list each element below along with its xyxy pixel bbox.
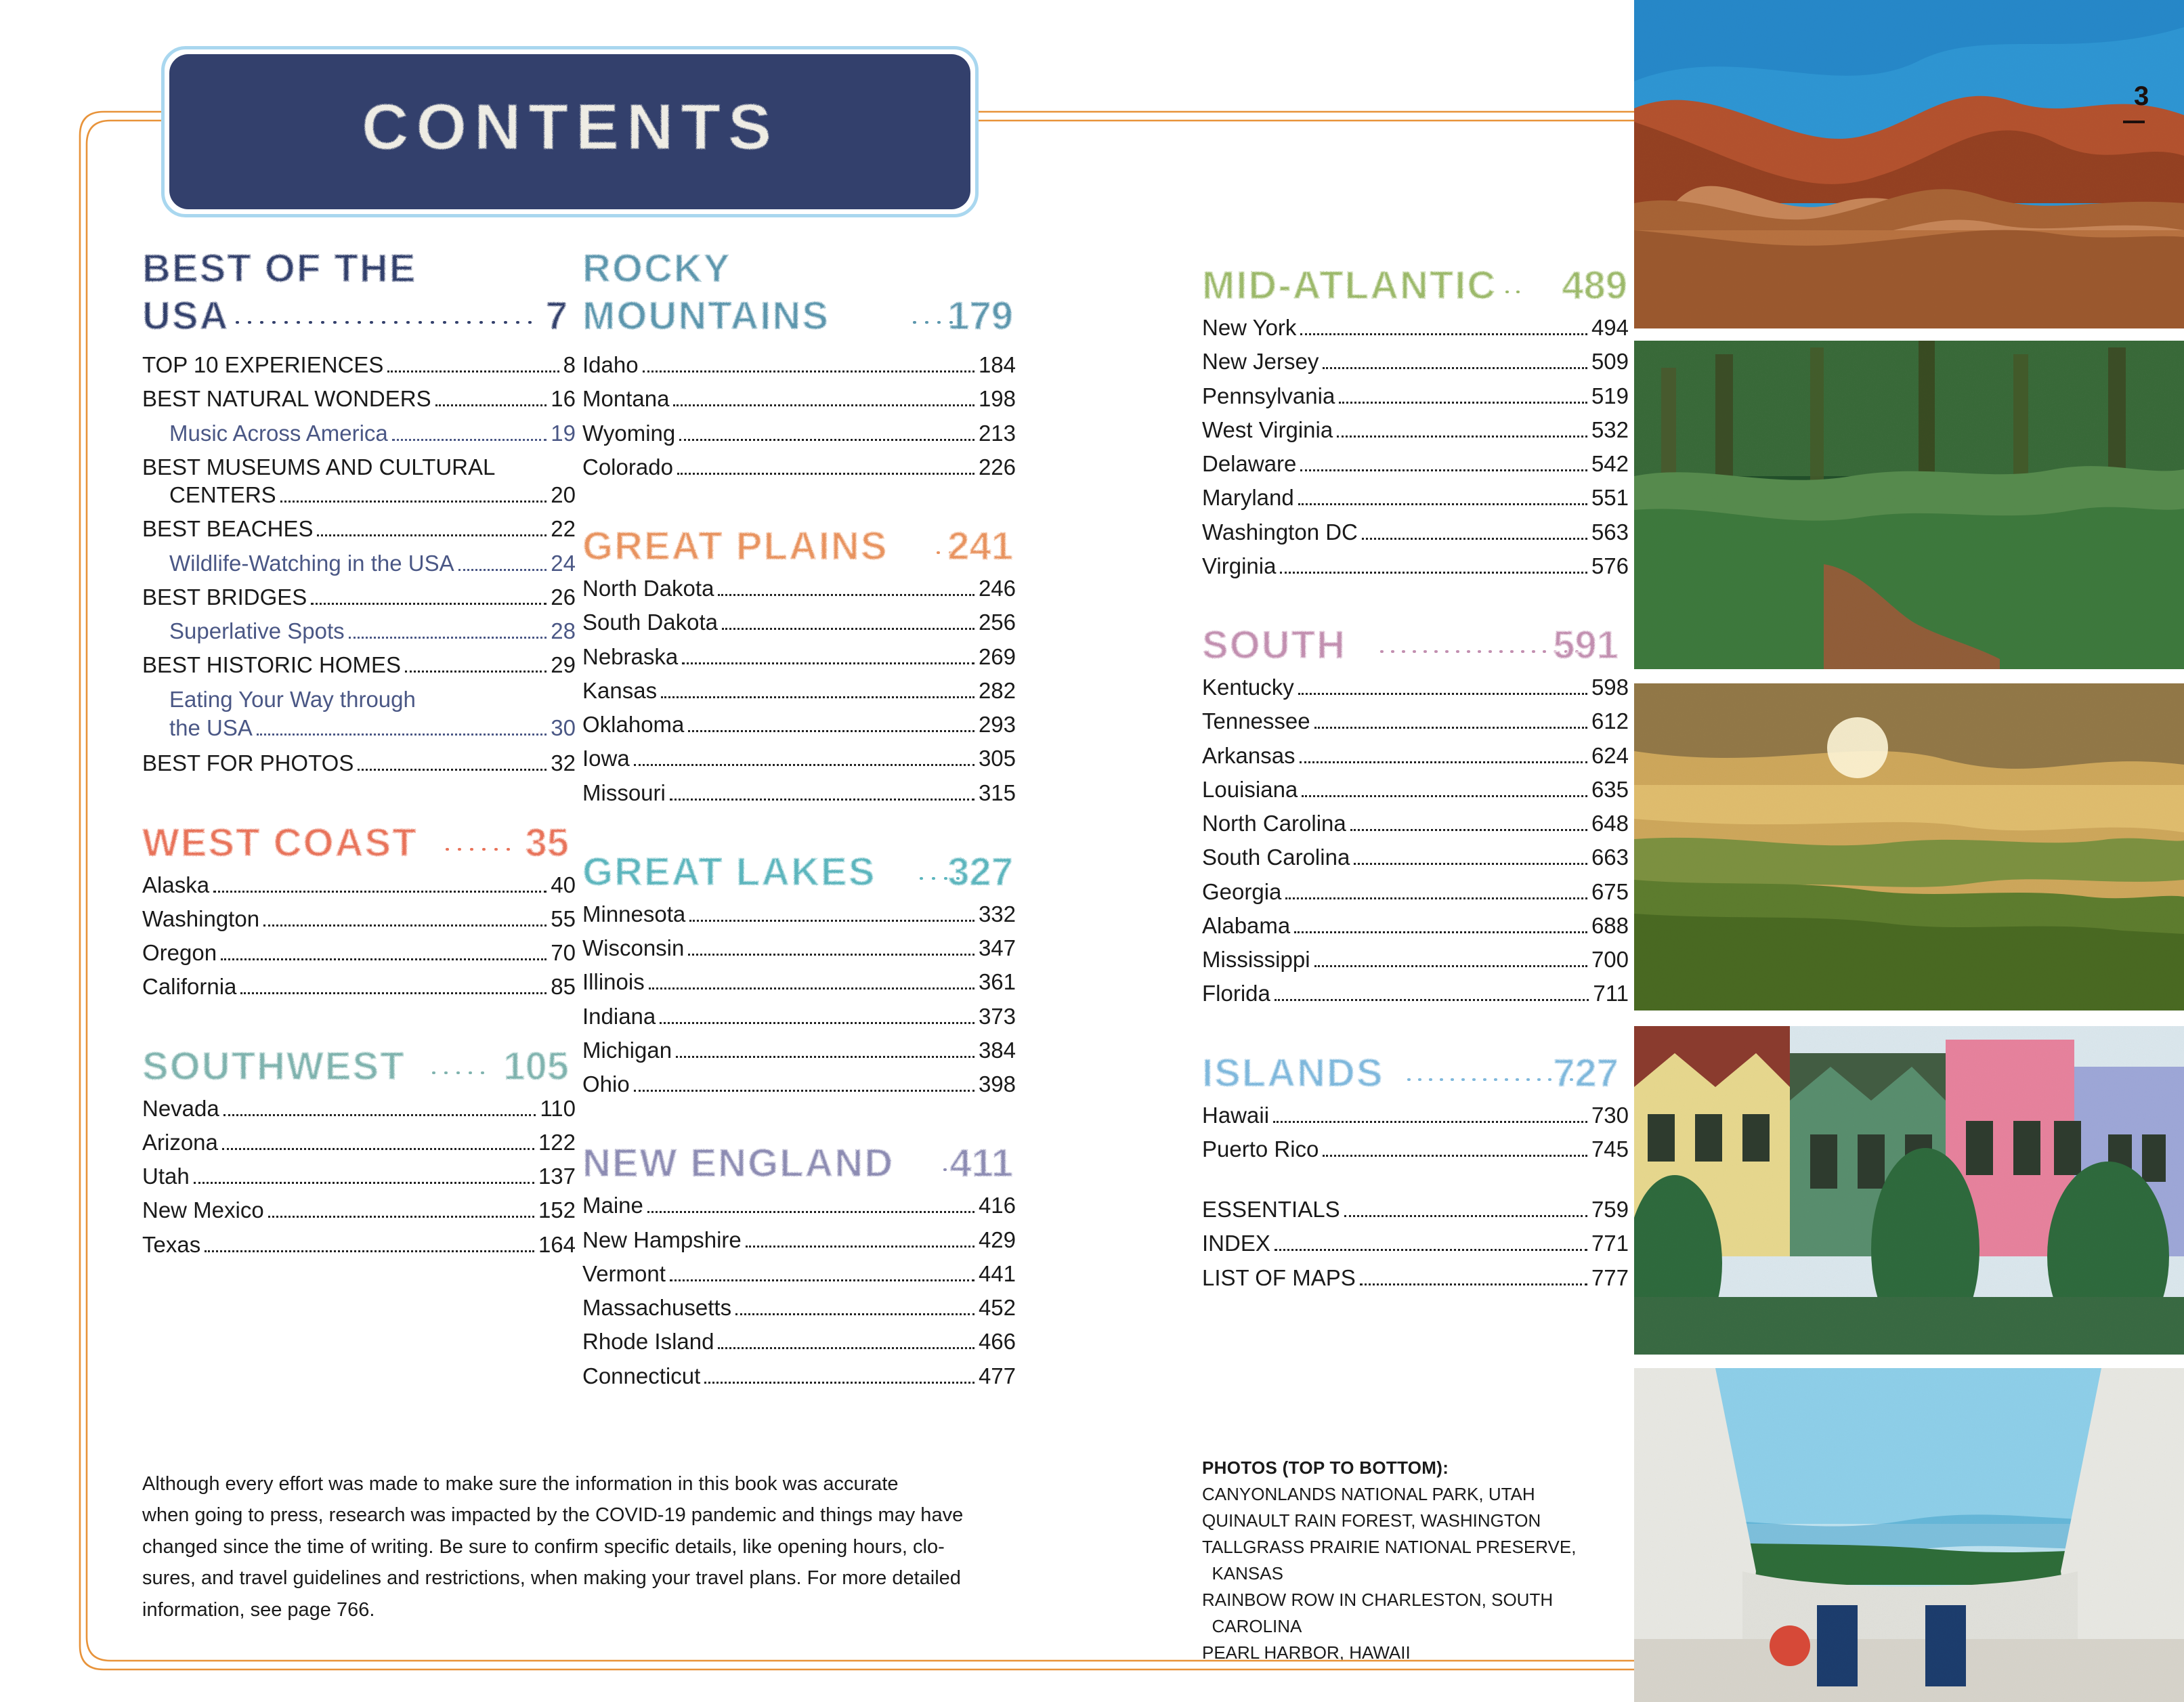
svg-text:CONTENTS: CONTENTS <box>362 91 779 163</box>
